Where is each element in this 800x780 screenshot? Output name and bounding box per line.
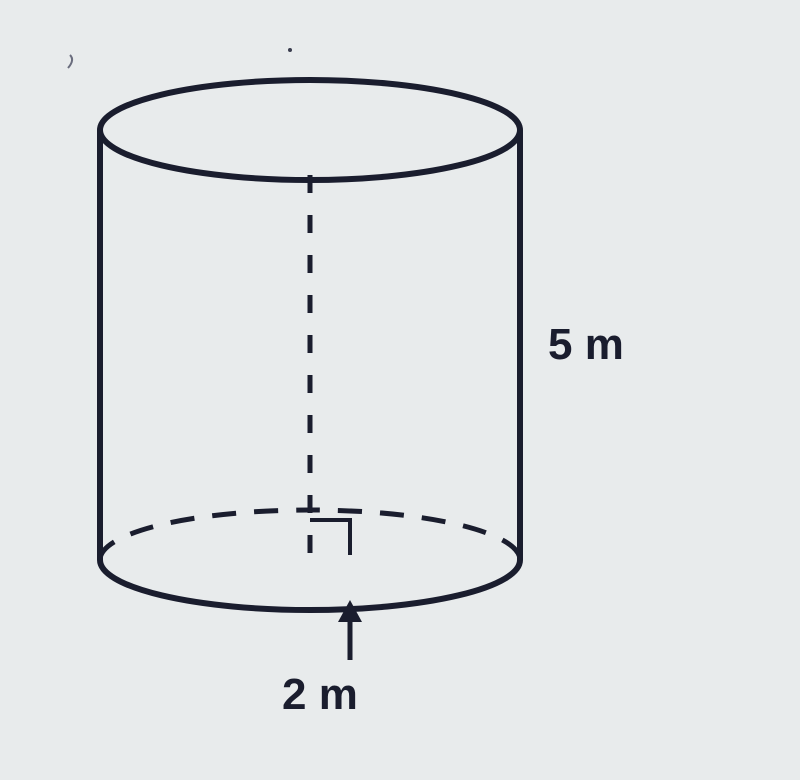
cylinder-diagram: 5 m 2 m: [0, 0, 800, 780]
artifact-dot: [288, 48, 292, 52]
height-label: 5 m: [548, 320, 624, 370]
cylinder-top-ellipse: [100, 80, 520, 180]
cylinder-bottom-front: [100, 560, 520, 610]
right-angle-marker: [310, 520, 350, 555]
cylinder-svg: [0, 0, 800, 780]
artifact-smudge: [68, 55, 72, 68]
radius-label: 2 m: [282, 670, 358, 720]
